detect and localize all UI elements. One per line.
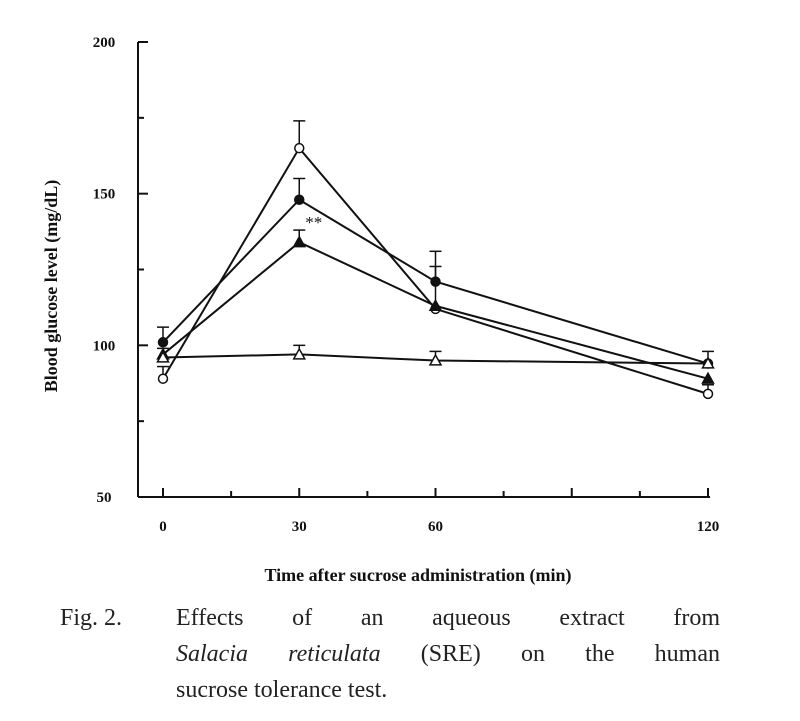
data-point [156, 350, 170, 363]
data-point [428, 353, 443, 366]
species-name: Salacia reticulata [176, 641, 381, 667]
series-line [162, 241, 709, 380]
figure-caption: Fig. 2. Effects of an aqueous extract fr… [60, 600, 720, 708]
y-tick-label: 100 [93, 338, 116, 354]
y-tick-label: 200 [93, 35, 116, 51]
caption-line-2: Salacia reticulata (SRE) on the human [60, 636, 720, 672]
line-chart: 200 150 100 50 0 30 60 120 ** Blood glucose le… [41, 35, 719, 586]
annotations: ** [305, 213, 322, 232]
series-open-circle [157, 120, 714, 400]
y-axis-title: Blood glucose level (mg/dL) [41, 180, 62, 393]
data-point [294, 142, 305, 154]
data-point [157, 373, 169, 384]
data-point [292, 235, 307, 248]
caption-line-3: sucrose tolerance test. [176, 677, 388, 703]
significance-marker: ** [305, 213, 322, 232]
figure-label: Fig. 2. [60, 605, 123, 631]
data-point [428, 298, 443, 312]
y-tick-labels: 200 150 100 50 [93, 35, 116, 506]
axes [137, 41, 710, 498]
series-line [162, 198, 709, 365]
x-tick-labels: 0 30 60 120 [159, 519, 719, 535]
x-tick-label: 30 [292, 519, 307, 535]
caption-line-2-rest: (SRE) on the human [380, 641, 720, 667]
data-point [701, 356, 715, 369]
data-point [702, 388, 714, 400]
x-tick-label: 120 [697, 519, 720, 535]
x-tick-label: 60 [428, 519, 443, 535]
series-line [162, 146, 709, 395]
x-tick-label: 0 [159, 519, 167, 535]
data-point [294, 194, 305, 205]
data-point [701, 371, 715, 384]
caption-line-1: Effects of an aqueous extract from [176, 605, 720, 631]
x-axis-title: Time after sucrose administration (min) [265, 565, 572, 586]
y-tick-label: 50 [97, 490, 112, 506]
series-open-triangle [156, 344, 715, 369]
data-point [157, 337, 169, 348]
series-group [156, 120, 715, 400]
series-line [162, 353, 709, 365]
y-tick-label: 150 [93, 187, 116, 203]
data-point [292, 347, 307, 360]
